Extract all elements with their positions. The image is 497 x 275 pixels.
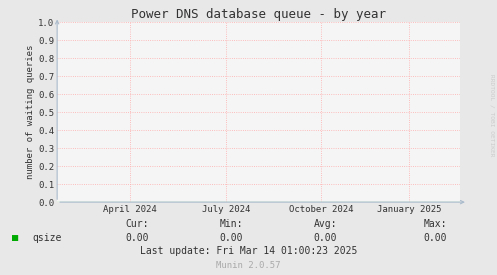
Y-axis label: number of waiting queries: number of waiting queries bbox=[26, 45, 35, 179]
Text: 0.00: 0.00 bbox=[125, 233, 149, 243]
Text: Max:: Max: bbox=[423, 219, 447, 229]
Text: qsize: qsize bbox=[32, 233, 62, 243]
Text: Last update: Fri Mar 14 01:00:23 2025: Last update: Fri Mar 14 01:00:23 2025 bbox=[140, 246, 357, 256]
Text: Min:: Min: bbox=[219, 219, 243, 229]
Text: Cur:: Cur: bbox=[125, 219, 149, 229]
Text: Avg:: Avg: bbox=[314, 219, 337, 229]
Text: ■: ■ bbox=[12, 233, 19, 243]
Text: 0.00: 0.00 bbox=[219, 233, 243, 243]
Title: Power DNS database queue - by year: Power DNS database queue - by year bbox=[131, 8, 386, 21]
Text: RRDTOOL / TOBI OETIKER: RRDTOOL / TOBI OETIKER bbox=[490, 74, 495, 157]
Text: 0.00: 0.00 bbox=[423, 233, 447, 243]
Text: 0.00: 0.00 bbox=[314, 233, 337, 243]
Text: Munin 2.0.57: Munin 2.0.57 bbox=[216, 261, 281, 270]
